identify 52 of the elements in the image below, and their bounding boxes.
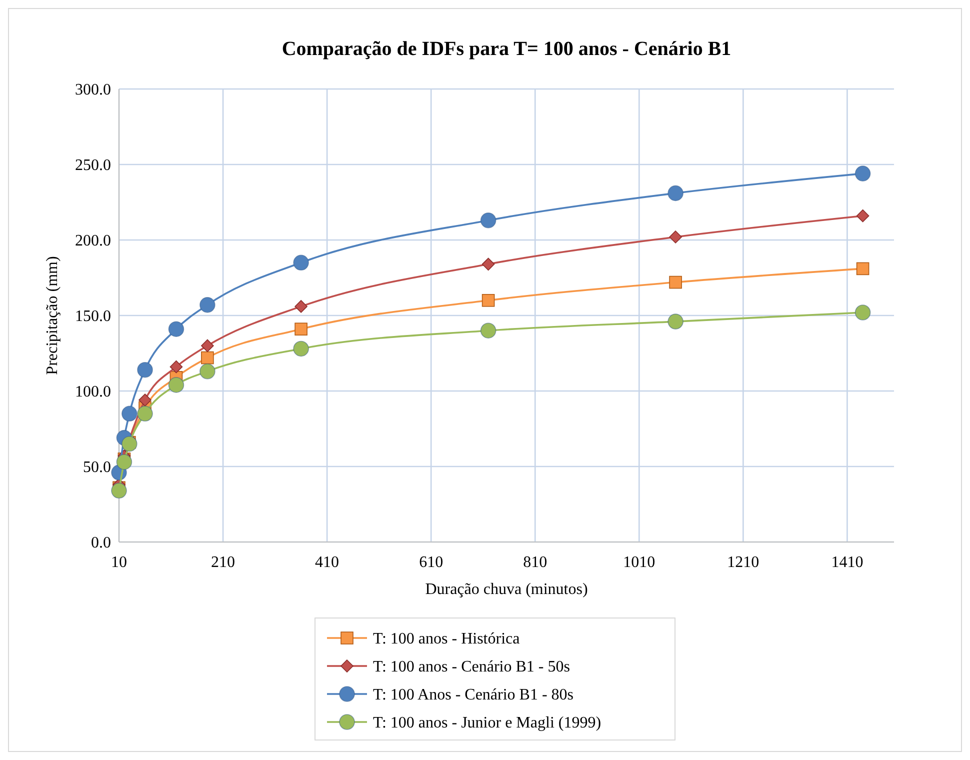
y-tick-label: 300.0 (75, 82, 111, 99)
point (294, 322, 308, 336)
point (201, 339, 214, 352)
point (116, 454, 132, 470)
y-axis-title: Precipitação (mm) (44, 256, 61, 375)
point (168, 321, 184, 337)
point (669, 276, 682, 289)
point (138, 394, 152, 406)
legend-label: T: 100 anos - Histórica (373, 630, 520, 648)
point (137, 406, 153, 422)
y-tick-label: 150.0 (75, 308, 111, 326)
x-tick-label: 1210 (727, 554, 760, 571)
point (482, 294, 495, 307)
point (668, 314, 684, 330)
y-tick-label: 0.0 (91, 534, 111, 552)
x-tick-label: 1010 (623, 554, 656, 571)
point (482, 258, 495, 271)
x-tick-label: 610 (419, 554, 444, 571)
x-tick-label: 210 (211, 554, 236, 571)
point (170, 360, 183, 374)
y-tick-label: 100.0 (75, 384, 111, 401)
x-tick-label: 810 (523, 554, 548, 571)
chart-title: Comparação de IDFs para T= 100 anos - Cenário B1 (282, 38, 732, 60)
point (200, 297, 216, 313)
point (480, 212, 496, 228)
point (111, 482, 127, 499)
point (122, 436, 138, 452)
legend-label: T: 100 anos - Junior e Magli (1999) (373, 714, 602, 732)
legend-label: T: 100 anos - Cenário B1 - 50s (373, 658, 570, 676)
point (856, 209, 870, 222)
y-tick-label: 250.0 (75, 157, 111, 174)
point (856, 262, 870, 276)
point (200, 363, 216, 380)
y-tick-label: 50.0 (83, 459, 111, 476)
y-tick-label: 200.0 (75, 232, 111, 250)
point (669, 230, 682, 244)
point (122, 406, 138, 422)
point (293, 340, 309, 357)
point (480, 322, 496, 338)
point (137, 362, 153, 378)
point (668, 185, 684, 202)
x-tick-label: 10 (111, 554, 127, 571)
point (293, 254, 309, 271)
x-tick-label: 410 (315, 554, 340, 571)
point (854, 166, 871, 182)
point (854, 304, 871, 320)
point (168, 377, 184, 393)
legend-label: T: 100 Anos - Cenário B1 - 80s (373, 686, 574, 704)
x-axis-title: Duração chuva (minutos) (425, 581, 588, 598)
point (201, 351, 214, 364)
point (294, 300, 308, 313)
x-tick-label: 1410 (831, 554, 864, 571)
